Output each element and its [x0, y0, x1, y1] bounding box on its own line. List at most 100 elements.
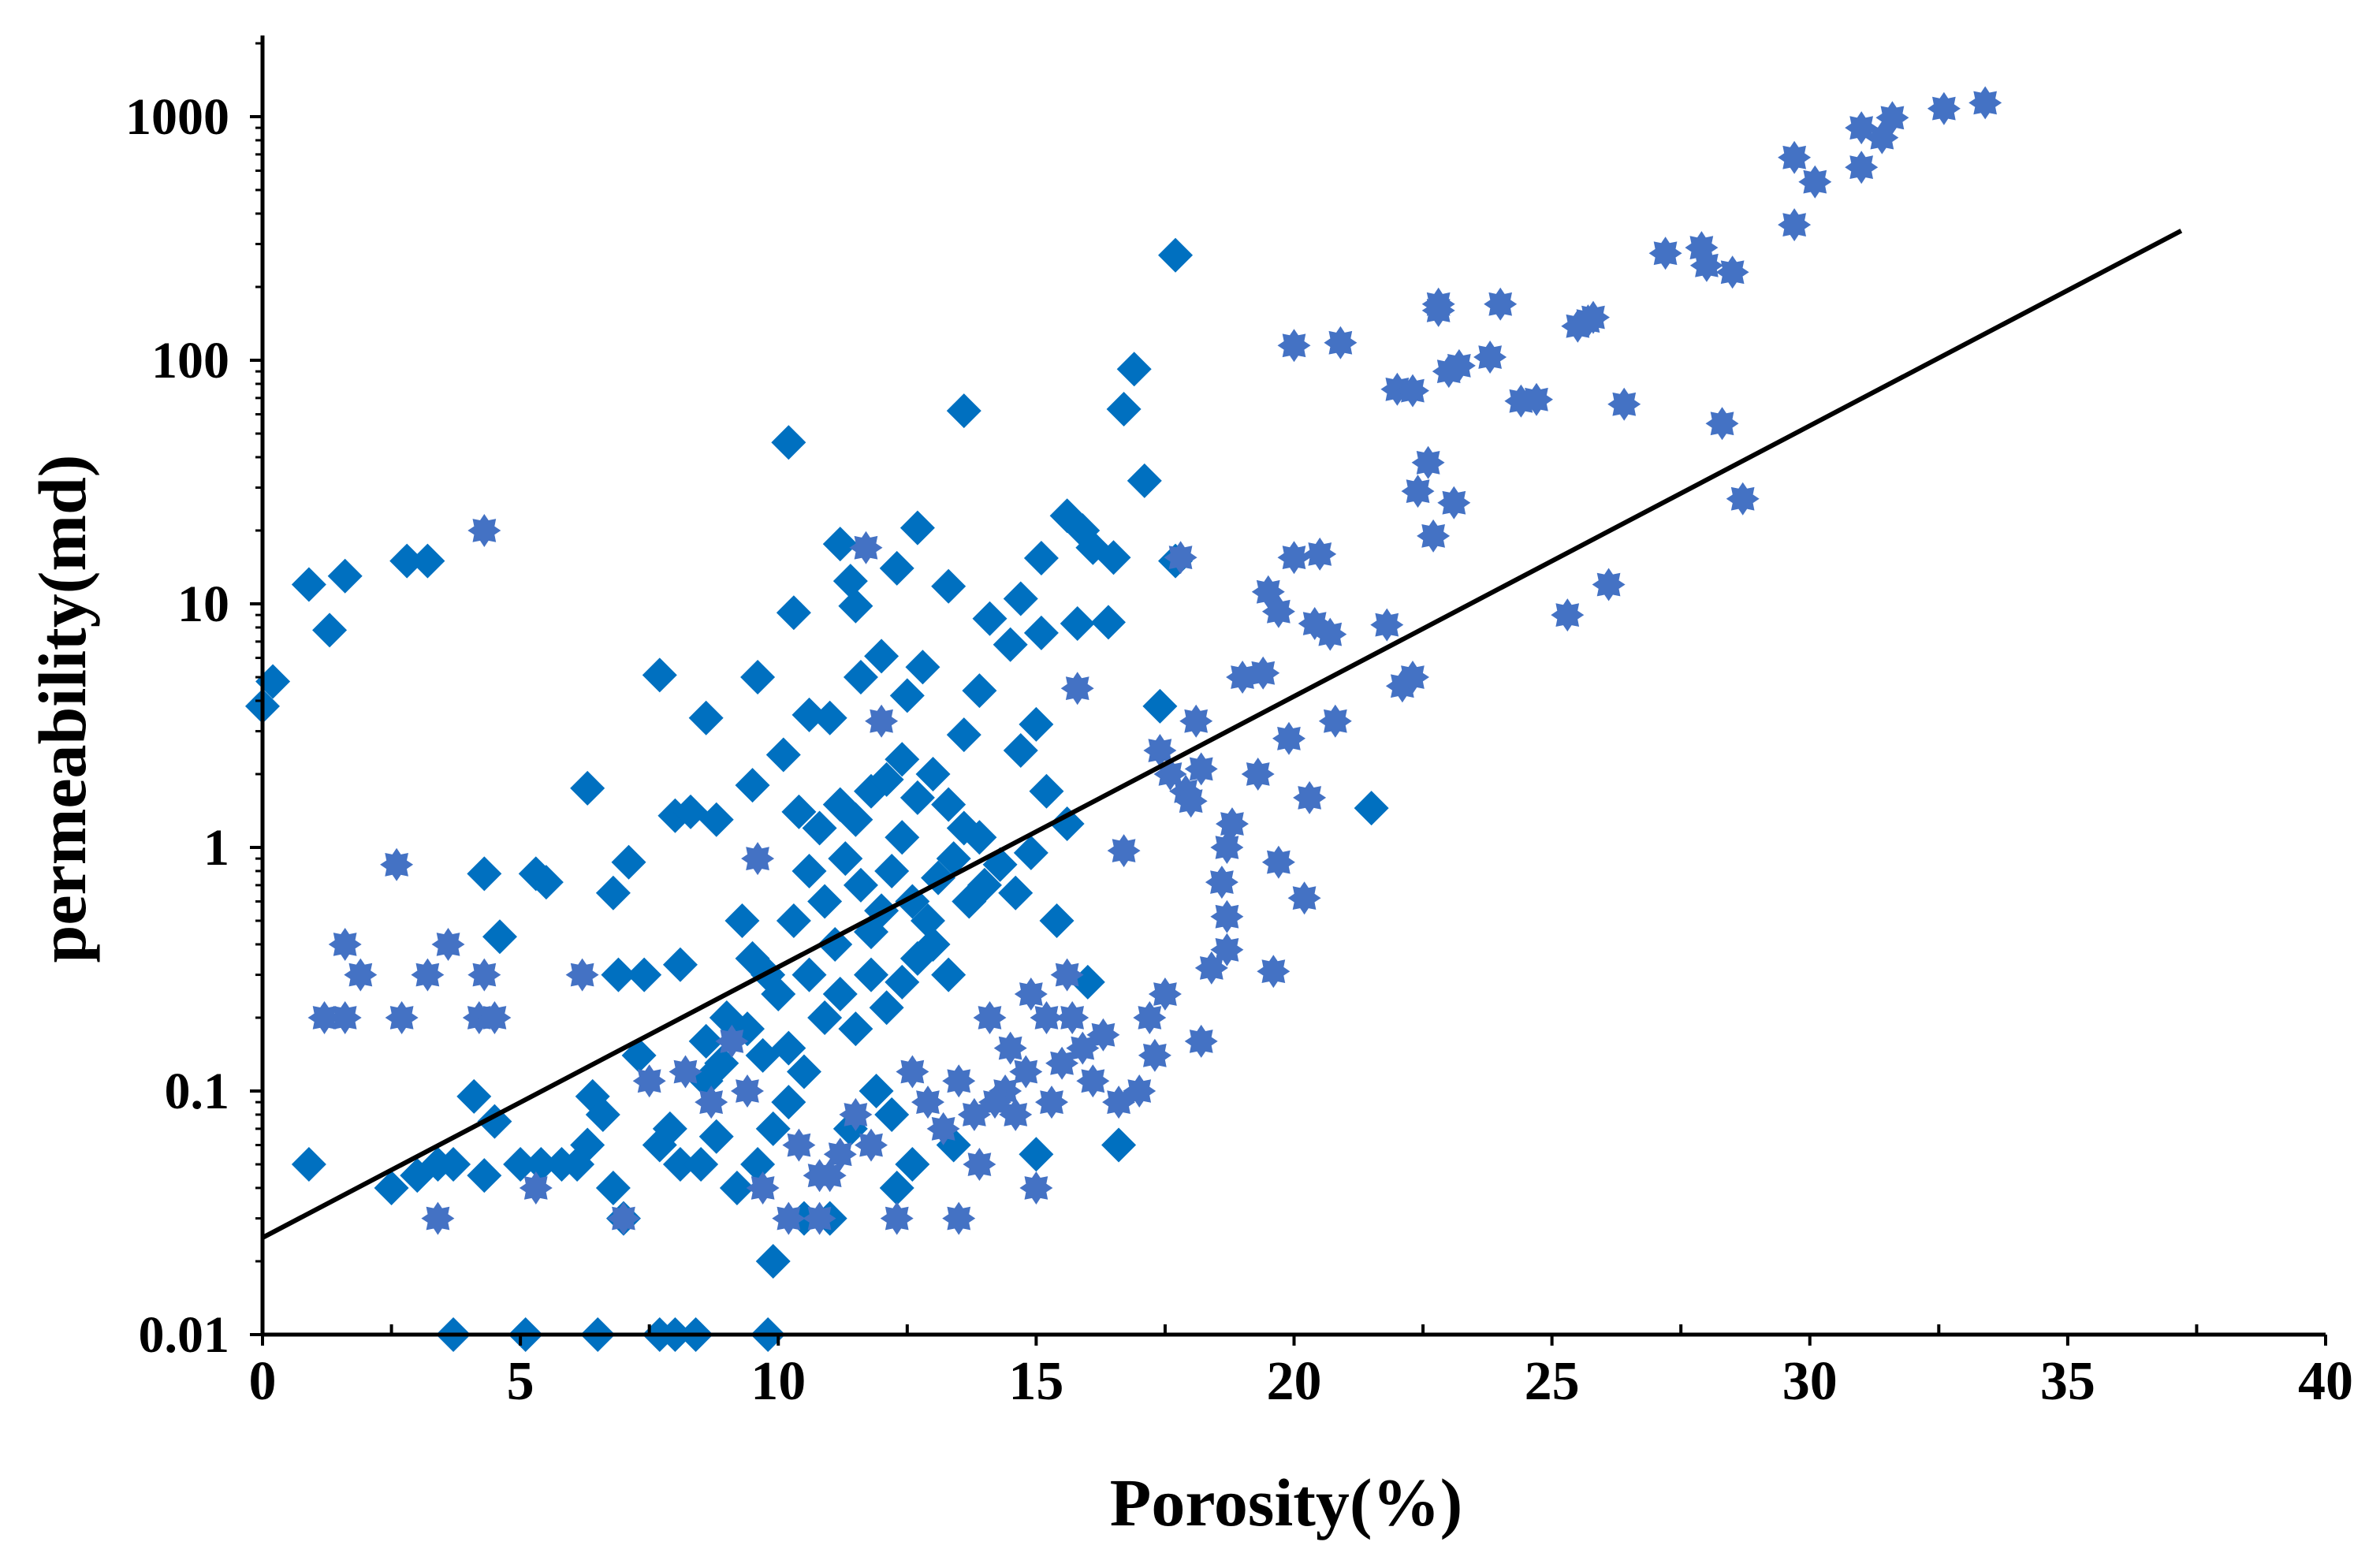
data-point-star	[1014, 978, 1048, 1011]
data-point-star	[911, 1085, 944, 1119]
data-point-star	[1370, 608, 1404, 642]
data-point-diamond	[719, 1170, 754, 1205]
data-point-star	[1592, 568, 1626, 601]
data-point-diamond	[879, 1170, 914, 1205]
data-point-diamond	[818, 926, 853, 962]
data-point-star	[1401, 475, 1435, 508]
data-point-star	[1607, 387, 1641, 421]
data-point-star	[1324, 326, 1358, 359]
data-point-diamond	[895, 1147, 930, 1182]
x-tick-label: 35	[2040, 1351, 2095, 1412]
y-tick-label: 0.01	[139, 1306, 230, 1364]
data-point-star	[565, 958, 599, 992]
data-point-diamond	[595, 1170, 631, 1205]
data-point-diamond	[838, 1011, 873, 1047]
data-point-star	[1045, 1046, 1079, 1080]
data-point-star	[1107, 834, 1141, 868]
data-point-star	[1030, 1001, 1063, 1034]
data-point-diamond	[807, 884, 843, 919]
data-point-star	[328, 1001, 362, 1034]
data-point-star	[431, 928, 465, 961]
data-point-diamond	[832, 564, 868, 599]
data-point-star	[1473, 341, 1507, 374]
data-point-star	[1417, 519, 1451, 553]
data-point-diamond	[859, 1074, 894, 1108]
data-point-diamond	[885, 742, 920, 777]
data-point-diamond	[874, 853, 910, 888]
data-point-diamond	[822, 977, 858, 1012]
data-point-star	[1272, 721, 1305, 755]
data-point-diamond	[885, 820, 920, 855]
data-point-star	[1798, 165, 1832, 199]
data-point-star	[1689, 248, 1723, 282]
data-point-star	[1277, 329, 1311, 363]
data-point-star	[772, 1201, 806, 1235]
data-point-diamond	[662, 947, 698, 982]
data-point-star	[1715, 255, 1749, 289]
data-point-star	[1313, 617, 1347, 651]
data-point-diamond	[1090, 605, 1126, 640]
data-point-diamond	[467, 1158, 502, 1193]
data-point-star	[839, 1097, 873, 1131]
data-point-diamond	[1354, 791, 1389, 826]
data-point-diamond	[595, 875, 631, 910]
data-point-diamond	[467, 856, 502, 892]
data-point-diamond	[601, 957, 636, 992]
data-point-star	[813, 1159, 847, 1193]
data-point-diamond	[456, 1078, 492, 1114]
data-point-star	[467, 958, 501, 992]
data-point-star	[865, 704, 899, 738]
data-point-star	[1778, 140, 1812, 174]
y-tick-label: 1000	[125, 88, 229, 146]
trendline	[261, 229, 2183, 1240]
data-point-diamond	[864, 639, 899, 674]
data-point-star	[803, 1201, 836, 1235]
x-tick-label: 0	[249, 1351, 277, 1412]
data-point-star	[1437, 486, 1471, 519]
data-point-diamond	[843, 660, 878, 695]
data-point-star	[421, 1201, 455, 1235]
data-point-diamond	[1029, 773, 1064, 809]
data-point-diamond	[662, 1147, 698, 1182]
data-point-diamond	[482, 919, 517, 955]
data-point-star	[1179, 704, 1213, 738]
data-point-diamond	[745, 1037, 780, 1073]
data-point-diamond	[791, 957, 827, 992]
data-point-star	[1205, 866, 1238, 899]
data-point-diamond	[786, 1054, 821, 1089]
data-point-star	[1520, 382, 1553, 416]
data-point-diamond	[931, 568, 967, 604]
data-point-star	[1184, 1024, 1218, 1058]
data-point-diamond	[869, 990, 904, 1026]
data-point-diamond	[688, 1023, 724, 1059]
data-point-star	[1174, 784, 1208, 818]
data-point-diamond	[776, 595, 811, 631]
data-point-star	[746, 1171, 780, 1205]
x-tick-label: 30	[1782, 1351, 1838, 1412]
data-point-star	[1210, 899, 1244, 933]
data-point-diamond	[771, 1030, 806, 1066]
data-point-star	[1484, 287, 1518, 321]
data-point-star	[1133, 1001, 1167, 1034]
data-point-star	[1396, 374, 1429, 408]
data-point-star	[1845, 151, 1879, 184]
data-point-diamond	[1019, 706, 1054, 742]
data-point-diamond	[1019, 1137, 1054, 1172]
data-point-star	[942, 1064, 976, 1098]
data-point-diamond	[915, 756, 951, 791]
data-point-star	[1778, 208, 1812, 242]
data-point-diamond	[828, 841, 863, 877]
data-point-diamond	[946, 717, 981, 753]
data-point-star	[957, 1097, 991, 1131]
y-tick-label: 0.1	[165, 1063, 230, 1120]
data-point-diamond	[1060, 606, 1095, 642]
data-point-diamond	[1023, 541, 1059, 576]
data-point-diamond	[291, 567, 326, 602]
data-point-diamond	[879, 550, 914, 586]
data-point-diamond	[962, 820, 997, 855]
data-point-star	[1277, 541, 1311, 575]
data-point-diamond	[812, 700, 847, 735]
data-point-star	[1226, 661, 1260, 694]
data-point-diamond	[642, 657, 677, 693]
